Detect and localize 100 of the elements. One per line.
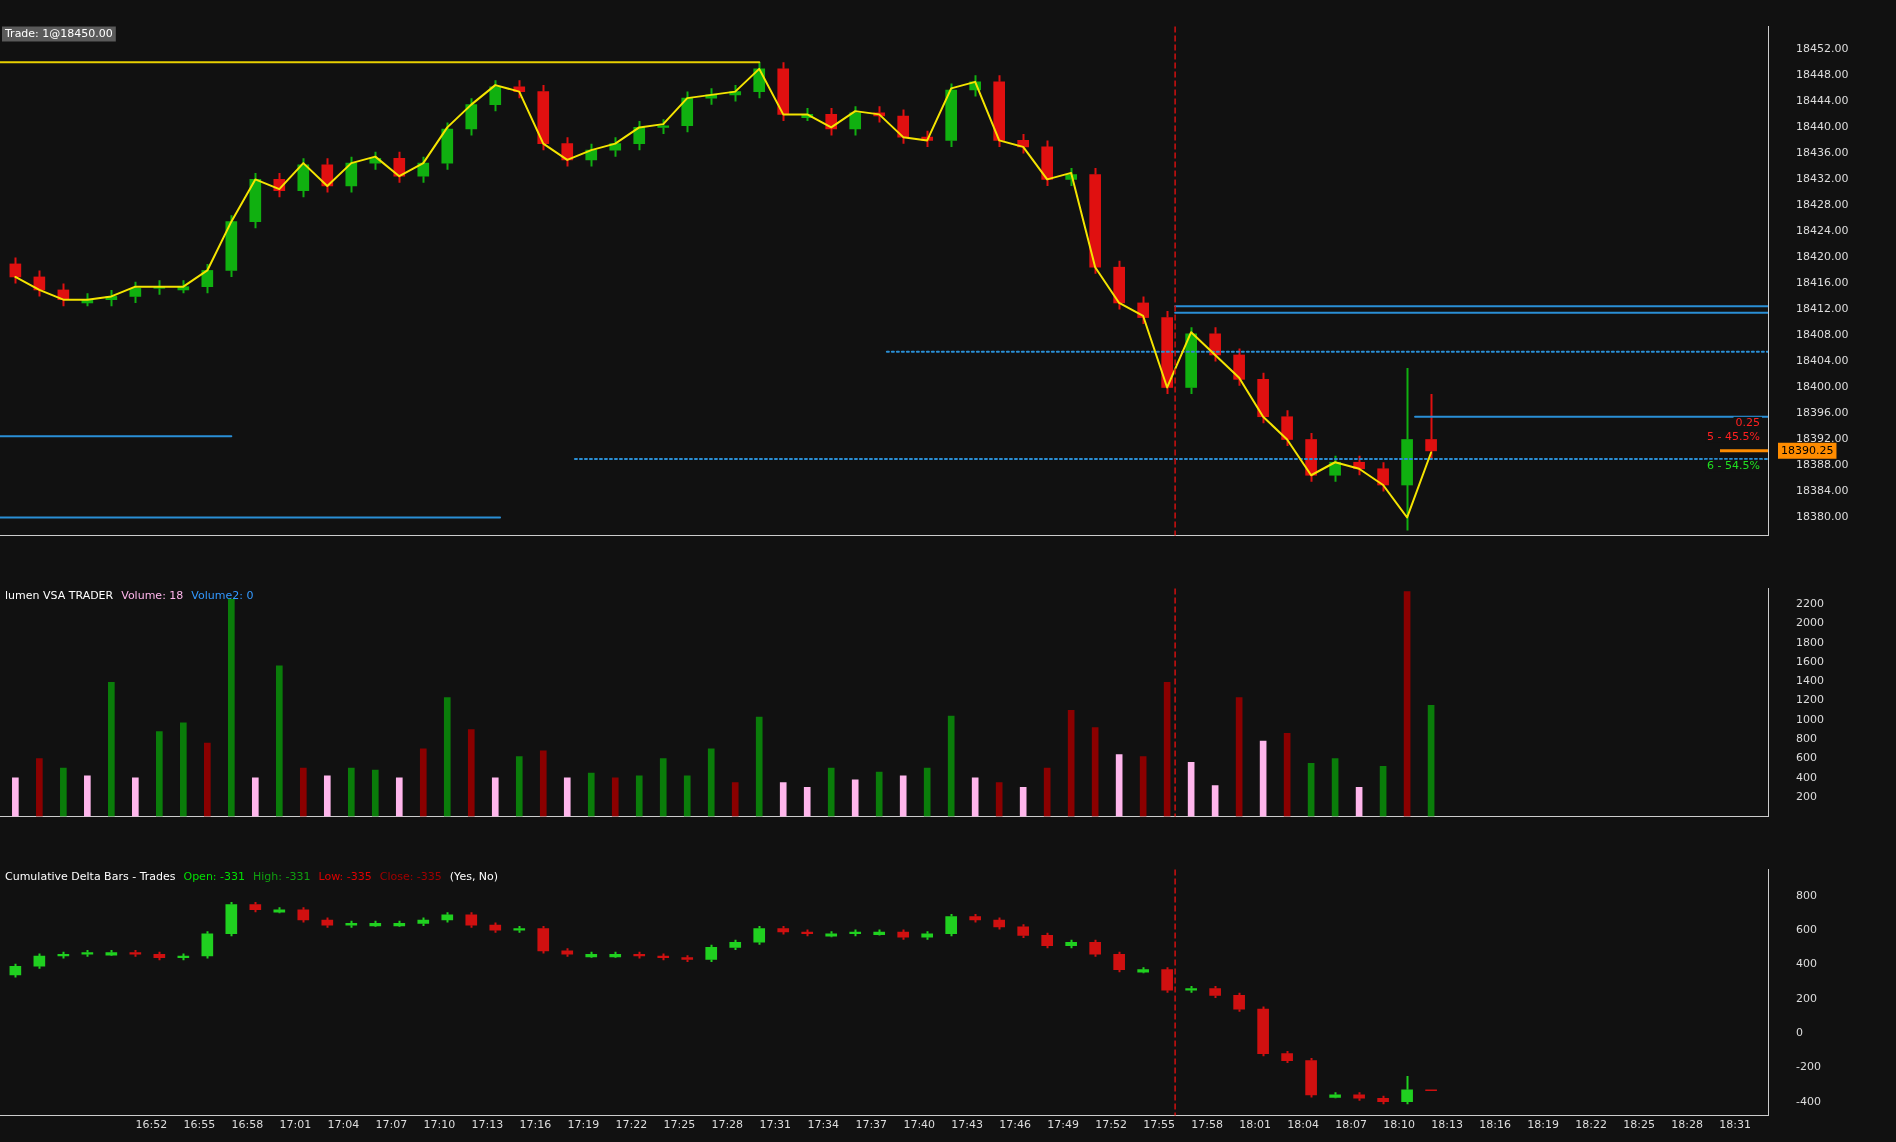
bar [947,715,955,817]
y-tick-label: 18444.00 [1796,94,1849,108]
x-tick-label: 17:49 [1047,1117,1080,1131]
y-tick-label: 18400.00 [1796,380,1849,394]
x-tick-label: 18:07 [1335,1117,1367,1131]
bar [539,750,547,817]
y-tick-label: 600 [1796,751,1817,765]
y-tick-label: 18380.00 [1796,510,1849,524]
bar [1427,705,1435,817]
candlestick [33,952,46,970]
ref-line-label: 18390.25 [1781,443,1834,457]
bar [635,775,643,817]
y-tick-label: 2200 [1796,596,1824,610]
candlestick [1161,310,1173,395]
y-tick-label: 18448.00 [1796,68,1849,82]
candlestick [993,916,1006,931]
bar [1019,787,1027,817]
x-tick-label: 17:07 [375,1117,408,1131]
bar [611,777,619,817]
bar [1187,762,1195,817]
y-tick-label: 18416.00 [1796,276,1849,290]
y-tick-label: 18388.00 [1796,458,1849,472]
candlestick [561,947,574,958]
y-tick-label: 18404.00 [1796,354,1849,368]
y-tick-label: 400 [1796,770,1817,784]
x-tick-label: 17:04 [327,1117,360,1131]
y-tick-label: 200 [1796,991,1817,1005]
bar [36,758,43,817]
x-tick-label: 18:10 [1383,1117,1415,1131]
y-tick-label: 18396.00 [1796,406,1849,420]
chart-title: Cumulative Delta Bars - Trades [5,870,176,884]
bar [12,777,19,817]
bar [275,665,283,817]
bar [731,782,739,817]
x-tick-label: 18:22 [1575,1117,1607,1131]
x-tick-label: 18:04 [1287,1117,1320,1131]
bar [995,782,1003,817]
bar [875,771,883,817]
y-tick-label: 18408.00 [1796,328,1849,342]
bar [659,758,667,817]
annotation: Trade: 1@18450.00 [4,27,113,41]
x-tick-label: 18:19 [1527,1117,1559,1131]
bar [827,767,835,817]
candlestick [993,74,1006,148]
y-tick-label: 18412.00 [1796,302,1849,316]
candlestick [1233,991,1245,1013]
bar [251,777,259,817]
x-tick-label: 16:55 [183,1117,216,1131]
bar [323,775,331,817]
candlestick [1425,392,1437,460]
bar [180,722,187,817]
y-tick-label: 18428.00 [1796,198,1849,212]
x-tick-label: 17:25 [663,1117,696,1131]
y-tick-label: 600 [1796,923,1817,937]
bar [779,782,787,817]
bar [156,731,163,817]
x-tick-label: 17:58 [1191,1117,1224,1131]
bar [755,716,763,817]
candlestick [297,906,310,924]
y-tick-label: 2000 [1796,616,1824,630]
bar [851,779,859,817]
annotation: Volume2: 0 [191,589,254,603]
x-tick-label: 17:28 [711,1117,744,1131]
x-tick-label: 18:13 [1431,1117,1463,1131]
bar [803,787,811,817]
candlestick [777,61,790,122]
candlestick [1353,1091,1365,1102]
bar [395,777,403,817]
chart-title: lumen VSA TRADER [5,589,114,603]
candlestick [1017,923,1030,939]
x-tick-label: 17:22 [615,1117,648,1131]
x-tick-label: 16:58 [231,1117,264,1131]
candlestick [1401,366,1413,532]
y-tick-label: 18432.00 [1796,172,1849,186]
candlestick [969,913,982,924]
y-tick-label: 18424.00 [1796,224,1849,238]
bar [1043,767,1051,817]
candlestick [921,930,934,941]
y-tick-label: 1200 [1796,693,1824,707]
bar [707,748,715,817]
candlestick [1041,139,1053,187]
y-tick-label: 18384.00 [1796,484,1849,498]
y-tick-label: 800 [1796,732,1817,746]
x-tick-label: 18:31 [1719,1117,1751,1131]
x-tick-label: 18:28 [1671,1117,1703,1131]
annotation: 6 - 54.5% [1707,458,1760,472]
annotation: High: -331 [253,870,311,884]
annotation: Close: -335 [379,870,442,884]
y-tick-label: 1000 [1796,712,1824,726]
y-tick-label: 18392.00 [1796,432,1849,446]
bar [467,729,475,817]
x-tick-label: 16:52 [135,1117,168,1131]
bar [203,742,211,817]
x-tick-label: 17:37 [855,1117,888,1131]
bar [1283,733,1291,817]
bar [923,767,931,817]
y-tick-label: 18436.00 [1796,146,1849,160]
y-tick-label: 1400 [1796,674,1824,688]
bar [1163,681,1171,817]
y-tick-label: 1600 [1796,654,1824,668]
